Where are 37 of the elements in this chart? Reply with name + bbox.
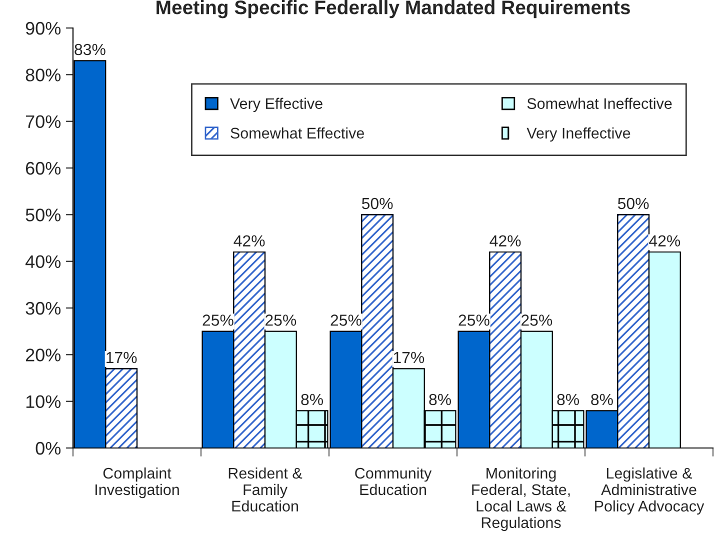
chart-title: Meeting Specific Federally Mandated Requirements <box>156 0 630 18</box>
data-label: 50% <box>362 198 393 210</box>
data-label: 25% <box>458 314 490 326</box>
y-tick-label: 90% <box>26 22 61 35</box>
x-tick-label: Legislative & Administrative Policy Advocacy <box>595 467 704 515</box>
data-label: 42% <box>490 235 521 246</box>
x-tick-label: Resident & Family Education <box>228 467 302 512</box>
data-label: 50% <box>618 198 649 210</box>
data-label: 8% <box>557 394 580 406</box>
y-tick-label: 50% <box>26 208 61 222</box>
data-label: 42% <box>234 235 265 246</box>
data-label: 25% <box>522 314 552 326</box>
x-tick-label: Community Education <box>355 467 432 496</box>
data-label: 25% <box>202 314 234 326</box>
data-label: 25% <box>330 314 362 326</box>
data-label: 17% <box>106 352 137 364</box>
legend-label: Very Ineffective <box>526 127 630 142</box>
y-tick-label: 20% <box>26 348 61 362</box>
y-tick-label: 30% <box>26 302 61 315</box>
data-label: 8% <box>591 394 613 406</box>
data-label: 42% <box>649 235 680 246</box>
y-tick-label: 70% <box>26 115 61 128</box>
data-label: 17% <box>394 352 424 364</box>
data-label: 25% <box>266 314 296 326</box>
x-tick-label: Complaint Investigation <box>96 467 179 498</box>
x-tick-label: Monitoring Federal, State, Local Laws & Regulations <box>472 467 570 532</box>
data-label: 83% <box>74 44 106 56</box>
y-tick-label: 40% <box>25 255 61 268</box>
legend-label: Somewhat Effective <box>230 127 364 139</box>
legend-label: Somewhat Ineffective <box>527 98 672 109</box>
data-label: 8% <box>429 394 452 406</box>
data-label: 8% <box>301 394 324 406</box>
y-tick-label: 60% <box>26 162 61 175</box>
y-tick-label: 80% <box>26 68 61 82</box>
legend-label: Very Effective <box>230 98 322 112</box>
y-tick-label: 10% <box>26 395 61 408</box>
y-tick-label: 0% <box>36 442 61 455</box>
